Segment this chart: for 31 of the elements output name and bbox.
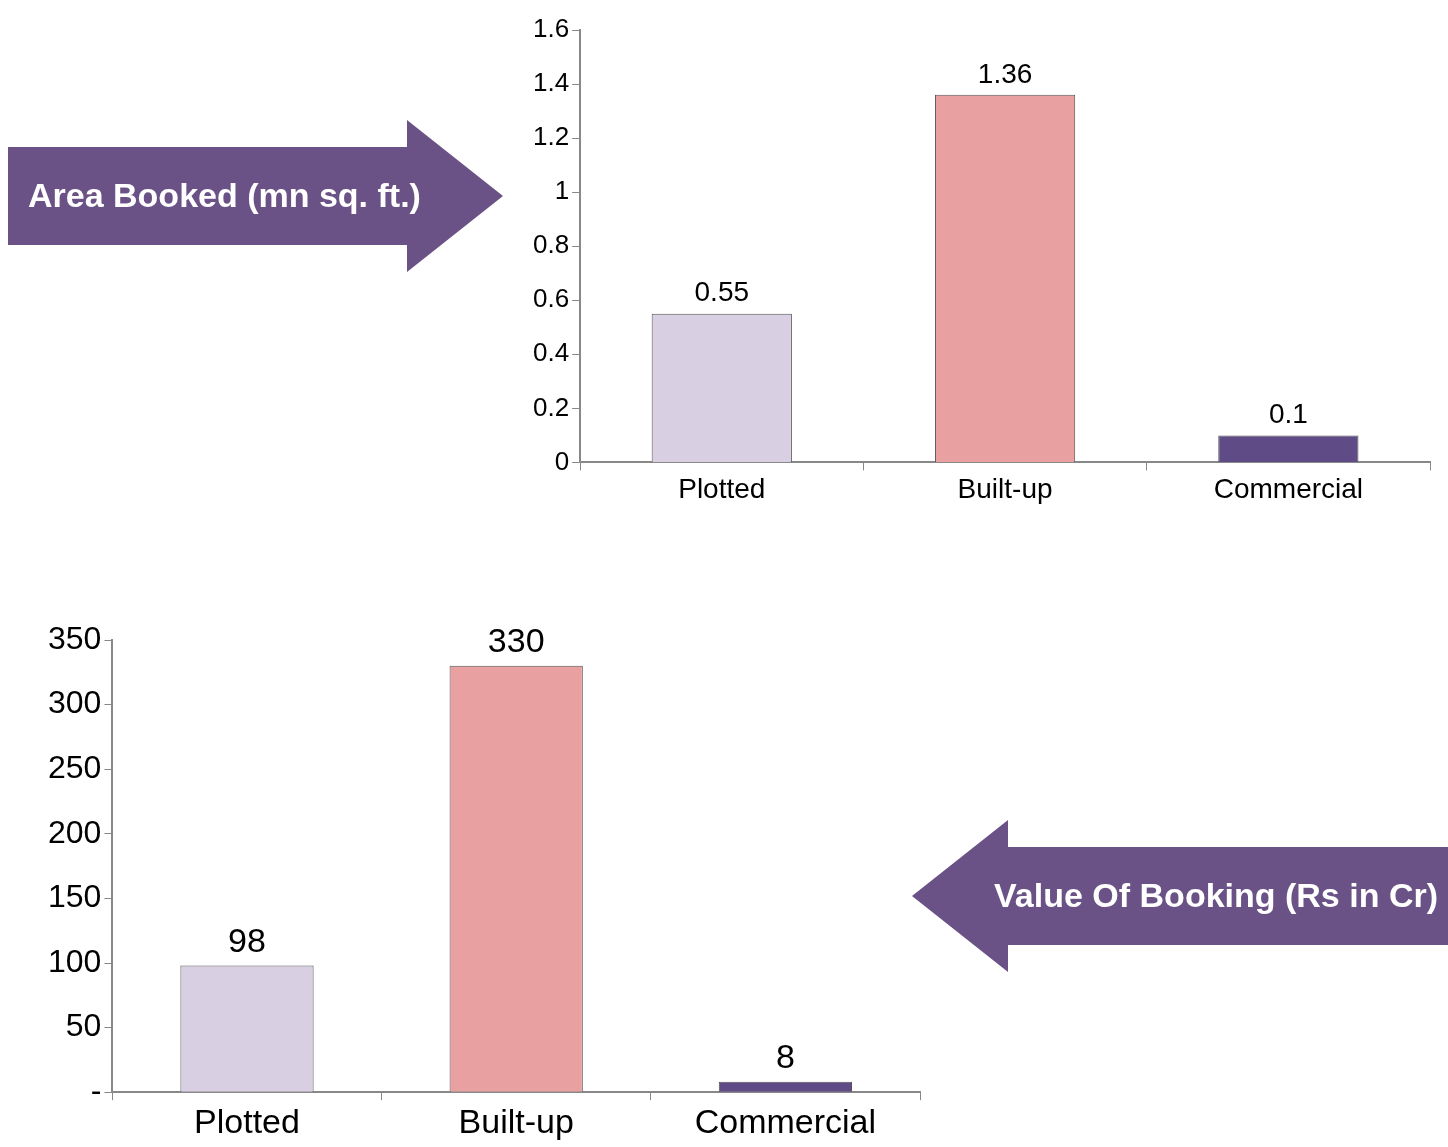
y-tick-label: 1.2 xyxy=(532,121,570,152)
y-tick-label: 200 xyxy=(48,813,102,850)
data-label: 8 xyxy=(775,1037,795,1076)
x-tick-label: Built-up xyxy=(458,1101,574,1140)
data-label: 330 xyxy=(487,621,545,660)
y-tick-label: 0.8 xyxy=(532,229,570,260)
y-tick-label: 350 xyxy=(48,619,102,656)
y-tick-label: 1.4 xyxy=(532,67,570,98)
x-tick-label: Commercial xyxy=(1213,472,1364,504)
y-tick-label: 50 xyxy=(65,1007,102,1044)
y-tick-label: 150 xyxy=(48,878,102,915)
x-tick-label: Built-up xyxy=(957,472,1053,504)
y-tick-label: 1.6 xyxy=(532,13,570,44)
y-tick-label: 100 xyxy=(48,942,102,979)
y-tick-label: 0.2 xyxy=(532,391,570,422)
data-label: 1.36 xyxy=(977,57,1033,89)
y-tick-label: 0 xyxy=(554,445,570,476)
y-tick-label: 0.4 xyxy=(532,337,570,368)
text: Area Booked (mn sq. ft.) xyxy=(28,176,421,215)
data-label: 0.55 xyxy=(694,276,750,308)
y-tick-label: 300 xyxy=(48,684,102,721)
x-tick-label: Plotted xyxy=(678,472,766,504)
data-label: 0.1 xyxy=(1268,398,1308,430)
y-tick-label: - xyxy=(90,1072,102,1109)
y-tick-label: 1 xyxy=(554,175,570,206)
x-tick-label: Commercial xyxy=(694,1101,877,1140)
text: Value Of Booking (Rs in Cr) xyxy=(994,876,1438,915)
y-tick-label: 0.6 xyxy=(532,283,570,314)
data-label: 98 xyxy=(228,920,266,959)
y-tick-label: 250 xyxy=(48,749,102,786)
x-tick-label: Plotted xyxy=(194,1101,300,1140)
